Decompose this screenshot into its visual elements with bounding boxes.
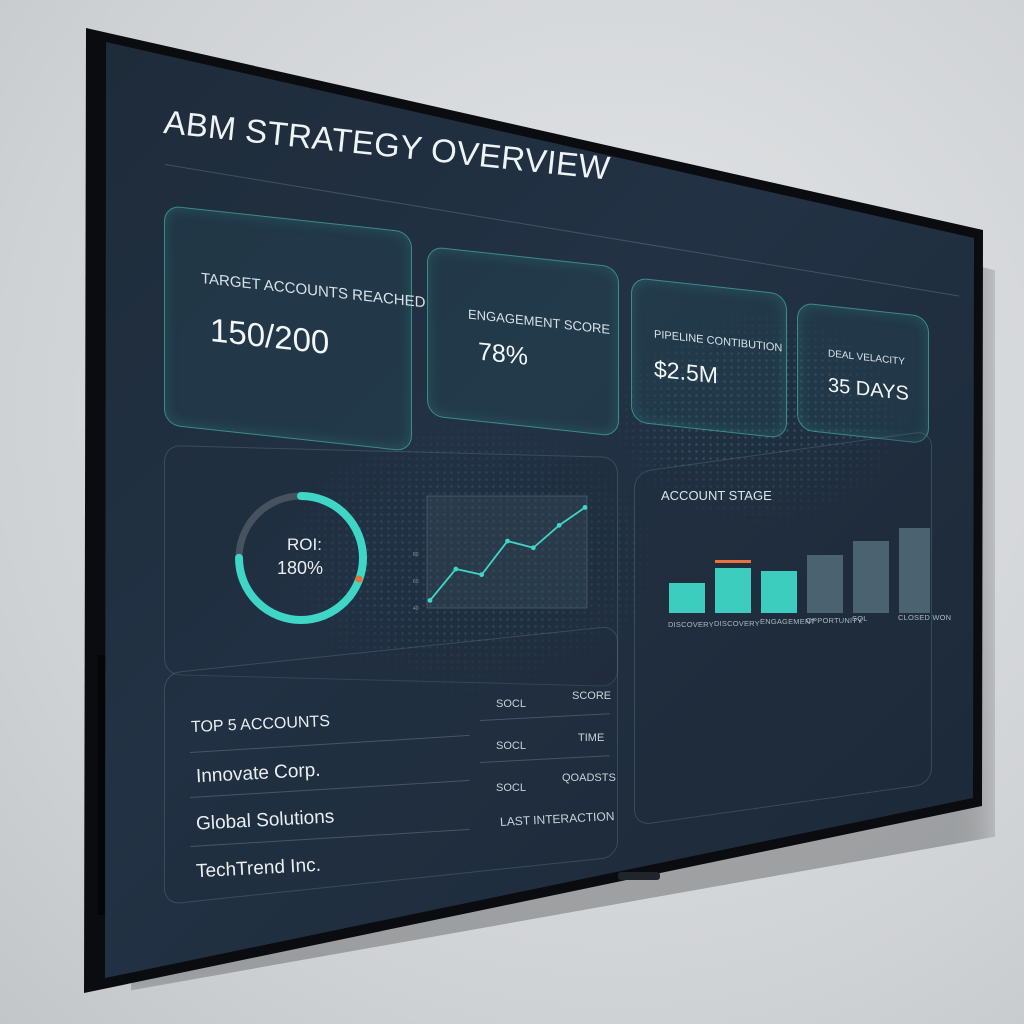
trend-point xyxy=(505,538,510,544)
kpi-card-target-accounts[interactable]: TARGET ACCOUNTS REACHED 150/200 xyxy=(164,205,425,452)
bar-category-label: DISCOVERY xyxy=(714,618,760,628)
roi-label: ROI: xyxy=(287,535,322,554)
bar-discovery xyxy=(669,583,705,613)
account-stage-title: ACCOUNT STAGE xyxy=(661,488,772,503)
bar-sql xyxy=(853,541,889,613)
trend-point xyxy=(582,505,588,510)
bar-discovery xyxy=(715,568,751,613)
kpi-card-pipeline-contribution[interactable]: PIPELINE CONTIBUTION $2.5M xyxy=(631,277,787,439)
kpi-label: PIPELINE CONTIBUTION xyxy=(654,328,783,355)
bar-engagement xyxy=(761,571,797,613)
roi-gauge-marker xyxy=(355,575,363,583)
bar-category-label: CLOSED WON xyxy=(898,612,952,622)
kpi-label: ENGAGEMENT SCORE xyxy=(468,306,611,337)
roi-gauge-arc xyxy=(235,492,367,624)
table-cell: SOCL xyxy=(496,698,526,710)
trend-point xyxy=(427,598,433,603)
table-cell: SOCL xyxy=(496,782,526,794)
kpi-value: 150/200 xyxy=(210,310,330,361)
trend-point xyxy=(453,566,459,572)
tv-power-indicator xyxy=(618,872,660,880)
trend-point xyxy=(556,522,562,528)
bar-category-label: OPPORTUNITY xyxy=(806,615,863,625)
bar-highlight-marker xyxy=(715,560,751,563)
roi-value: 180% xyxy=(277,558,324,578)
bar-category-label: ENGAGEMENT xyxy=(760,617,816,626)
trend-point xyxy=(530,545,536,551)
bar-closed-won xyxy=(899,528,930,613)
table-cell: SOCL xyxy=(496,740,526,752)
trend-line-chart: 80604020 xyxy=(413,495,588,612)
bar-opportunity xyxy=(807,555,843,613)
kpi-card-deal-velocity[interactable]: DEAL VELACITY 35 DAYS xyxy=(797,302,929,445)
account-stage-bar-chart xyxy=(669,528,930,613)
trend-y-tick: 60 xyxy=(413,579,419,585)
kpi-value: 78% xyxy=(478,337,529,371)
kpi-card-engagement-score[interactable]: ENGAGEMENT SCORE 78% xyxy=(427,246,619,437)
kpi-value: 35 DAYS xyxy=(828,374,909,406)
tv-side-edge xyxy=(98,655,105,915)
trend-point xyxy=(479,572,485,578)
kpi-value: $2.5M xyxy=(654,355,718,389)
trend-y-tick: 80 xyxy=(413,552,419,558)
trend-y-tick: 40 xyxy=(413,606,419,612)
table-header-score: SCORE xyxy=(572,690,612,702)
trend-plot-area xyxy=(426,495,588,609)
kpi-label: DEAL VELACITY xyxy=(828,348,905,368)
bar-category-label: DISCOVERY xyxy=(668,620,714,629)
table-cell: TIME xyxy=(578,732,605,744)
table-cell: QOADSTS xyxy=(562,772,616,784)
bar-category-label: SQL xyxy=(852,614,868,623)
roi-gauge xyxy=(235,492,367,624)
kpi-label: TARGET ACCOUNTS REACHED xyxy=(201,270,426,312)
